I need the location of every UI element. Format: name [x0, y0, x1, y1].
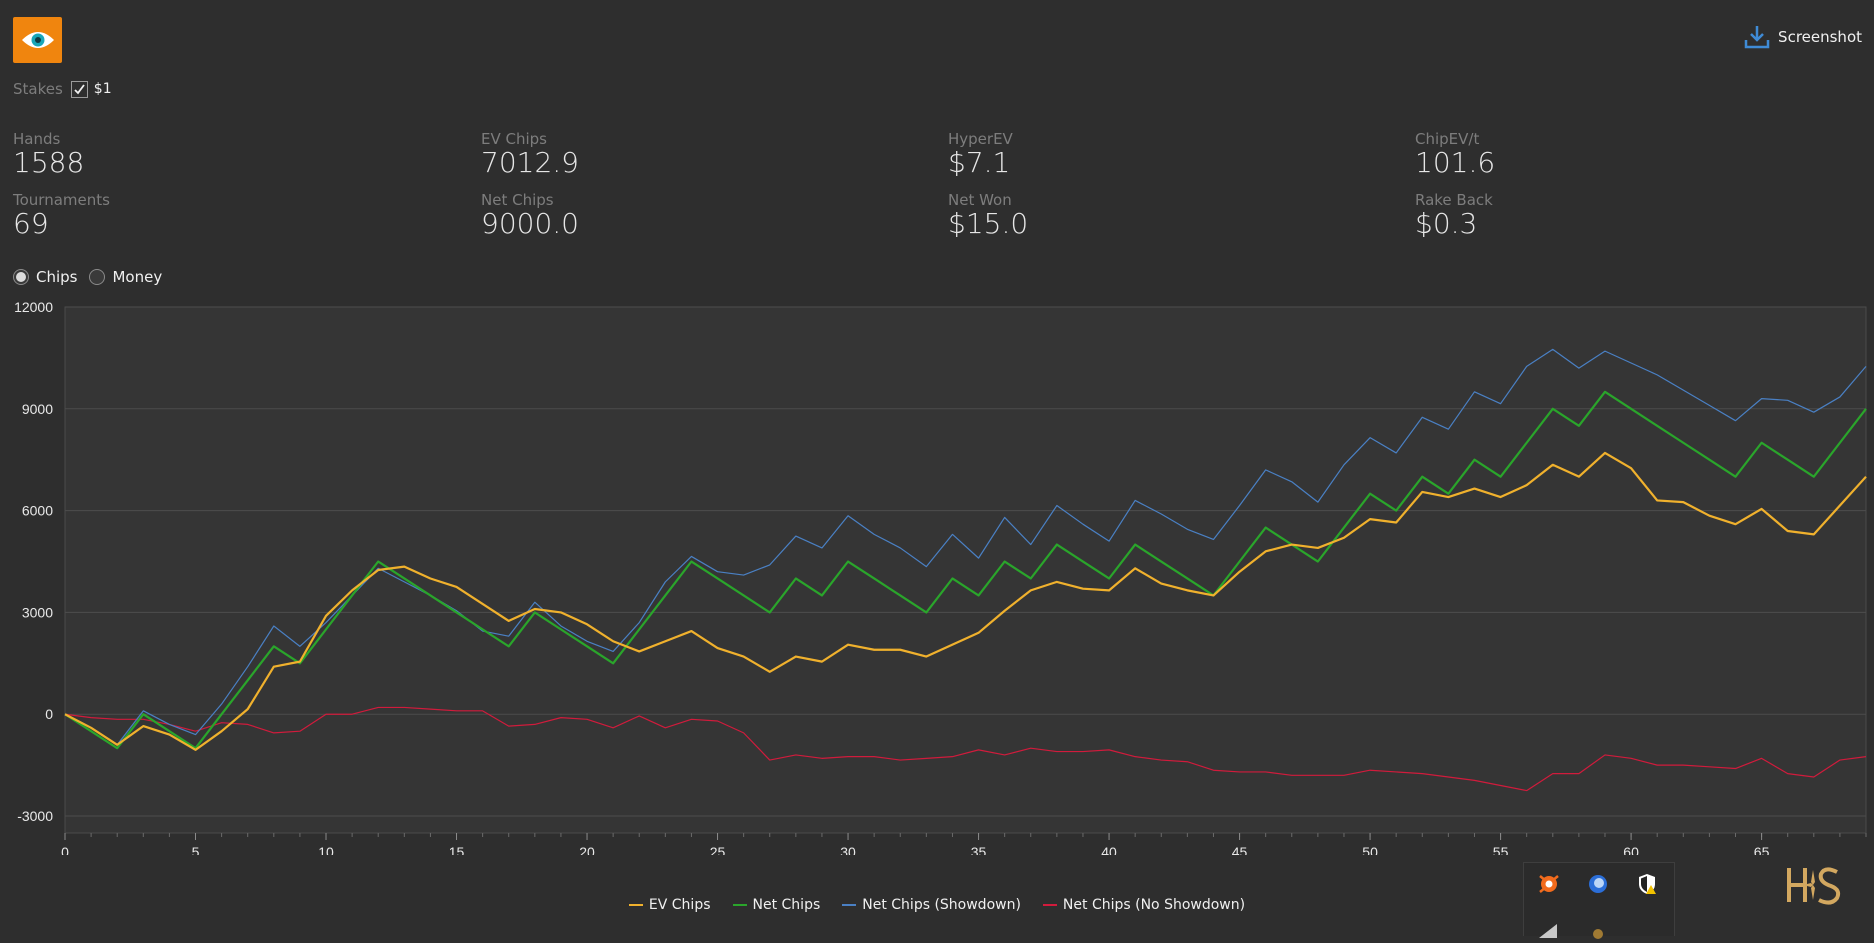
legend-swatch: [1042, 904, 1057, 906]
legend-item[interactable]: Net Chips (No Showdown): [1042, 897, 1246, 913]
legend-label: Net Chips: [752, 897, 821, 913]
y-tick-label: 0: [45, 706, 53, 722]
x-tick-label: 5: [192, 844, 200, 855]
eye-icon: [21, 32, 54, 48]
stakes-filter: Stakes $1: [13, 80, 112, 98]
x-tick-label: 35: [971, 844, 987, 855]
security-warning-icon[interactable]: [1634, 871, 1660, 897]
radio-dot: [13, 269, 29, 285]
stat-label: ChipEV/t: [1415, 130, 1480, 148]
stakes-option-label: $1: [93, 81, 112, 97]
series-line-net-chips-no-showdown: [64, 706, 1867, 792]
y-tick-label: 3000: [22, 604, 53, 620]
stat-value: $15.0: [948, 207, 1029, 240]
screenshot-button[interactable]: Screenshot: [1744, 24, 1862, 50]
x-tick-label: 30: [840, 844, 856, 855]
stat-value: 7012.9: [481, 146, 579, 179]
stat-label: Net Won: [948, 191, 1012, 209]
radio-dot: [89, 269, 106, 285]
legend-label: Net Chips (Showdown): [862, 897, 1021, 913]
stat-label: EV Chips: [481, 130, 547, 148]
x-tick-label: 0: [61, 844, 69, 855]
x-tick-label: 45: [1232, 844, 1248, 855]
app-logo-button[interactable]: [13, 17, 62, 63]
series-line-ev-chips: [64, 451, 1867, 751]
stat-value: $0.3: [1415, 207, 1478, 240]
stat-tournaments: Tournaments 69: [13, 191, 110, 239]
stakes-label: Stakes: [13, 80, 63, 98]
x-tick-label: 10: [318, 844, 334, 855]
y-tick-label: 6000: [22, 503, 53, 519]
stat-label: HyperEV: [948, 130, 1013, 148]
money-radio[interactable]: Money: [89, 268, 162, 286]
check-icon: [74, 83, 85, 94]
stat-rake-back: Rake Back $0.3: [1415, 191, 1493, 239]
stat-value: 9000.0: [481, 207, 579, 240]
x-tick-label: 15: [449, 844, 465, 855]
stat-ev-chips: EV Chips 7012.9: [481, 130, 579, 178]
browser-icon[interactable]: [1585, 871, 1611, 897]
y-tick-label: 12000: [14, 299, 53, 315]
legend-item[interactable]: Net Chips (Showdown): [842, 897, 1021, 913]
stat-label: Tournaments: [13, 191, 110, 209]
chips-radio-label: Chips: [36, 268, 78, 286]
stat-net-won: Net Won $15.0: [948, 191, 1028, 239]
stat-net-chips: Net Chips 9000.0: [481, 191, 579, 239]
legend-label: Net Chips (No Showdown): [1062, 897, 1246, 913]
legend-label: EV Chips: [648, 897, 711, 913]
stat-chipev-per-tournament: ChipEV/t 101.6: [1415, 130, 1495, 178]
legend-swatch: [842, 904, 857, 906]
stat-hyperev: HyperEV $7.1: [948, 130, 1013, 178]
chart-legend: EV Chips Net Chips Net Chips (Showdown) Net…: [0, 897, 1874, 913]
legend-item[interactable]: Net Chips: [732, 897, 821, 913]
legend-swatch: [732, 904, 747, 906]
holdemstats-logo: [1785, 862, 1845, 917]
series-line-net-chips-showdown: [64, 348, 1867, 746]
plot-area: [64, 306, 1867, 834]
stat-label: Net Chips: [481, 191, 554, 209]
profit-chart: -3000 0 3000 6000 9000 12000 0 5 10 15 20 25 30 35 40 4…: [14, 299, 1867, 855]
legend-item[interactable]: EV Chips: [628, 897, 711, 913]
chips-radio[interactable]: Chips: [13, 268, 77, 286]
stakes-checkbox[interactable]: [70, 80, 88, 98]
tray-app-icon[interactable]: [1536, 917, 1562, 943]
download-icon: [1744, 26, 1770, 49]
stat-label: Rake Back: [1415, 191, 1493, 209]
stat-hands: Hands 1588: [13, 130, 84, 178]
x-tick-label: 20: [579, 844, 595, 855]
x-tick-label: 25: [710, 844, 726, 855]
x-tick-label: 40: [1101, 844, 1117, 855]
stat-label: Hands: [13, 130, 61, 148]
view-toggle: Chips Money: [13, 268, 162, 286]
stat-value: $7.1: [948, 146, 1011, 179]
x-tick-label: 65: [1754, 844, 1770, 855]
y-tick-label: -3000: [17, 808, 53, 824]
money-radio-label: Money: [112, 268, 163, 286]
legend-swatch: [628, 904, 643, 906]
stat-value: 1588: [13, 146, 85, 179]
screenshot-label: Screenshot: [1778, 28, 1862, 46]
x-tick-label: 55: [1493, 844, 1509, 855]
stat-value: 69: [13, 207, 49, 240]
avast-icon[interactable]: [1536, 871, 1562, 897]
stat-value: 101.6: [1415, 146, 1496, 179]
x-tick-label: 50: [1362, 844, 1378, 855]
series-line-net-chips: [64, 390, 1867, 750]
y-tick-label: 9000: [22, 401, 53, 417]
x-tick-label: 60: [1623, 844, 1639, 855]
system-tray-popup: [1523, 862, 1675, 939]
tray-app-icon-2[interactable]: [1585, 917, 1611, 943]
